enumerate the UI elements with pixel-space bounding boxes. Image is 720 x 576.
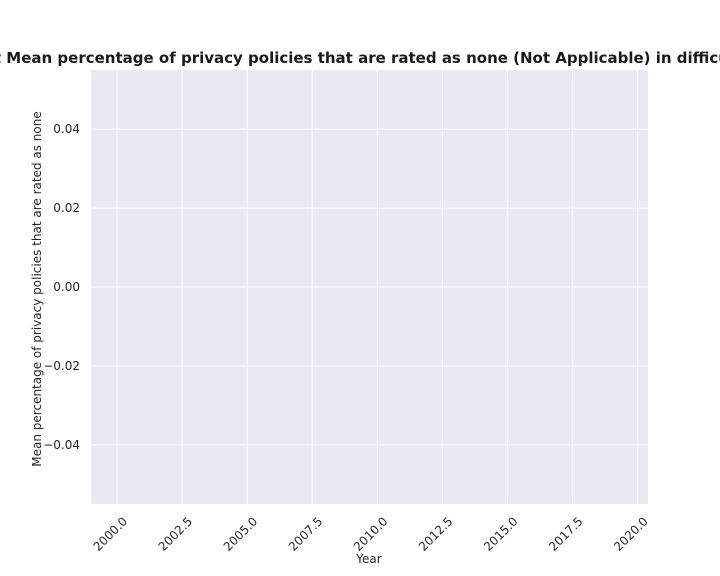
x-tick-label: 2017.5 <box>546 514 586 554</box>
y-axis-title: Mean percentage of privacy policies that… <box>30 111 44 466</box>
y-tick-label: 0.00 <box>53 280 80 294</box>
grid-lines <box>91 70 648 504</box>
chart-title: sport Mean percentage of privacy policie… <box>0 49 720 67</box>
y-tick-label: 0.02 <box>53 201 80 215</box>
x-tick-label: 2010.0 <box>351 514 391 554</box>
y-tick-label: −0.02 <box>43 359 80 373</box>
x-tick-label: 2012.5 <box>416 514 456 554</box>
y-tick-label: 0.04 <box>53 122 80 136</box>
y-axis-ticks: 0.04 0.02 0.00 −0.02 −0.04 <box>43 122 80 452</box>
x-axis-ticks: 2000.0 2002.5 2005.0 2007.5 2010.0 2012.5 2015… <box>91 514 651 554</box>
x-tick-label: 2020.0 <box>611 514 651 554</box>
x-axis-title: Year <box>355 552 381 566</box>
x-tick-label: 2007.5 <box>286 514 326 554</box>
y-tick-label: −0.04 <box>43 438 80 452</box>
x-tick-label: 2000.0 <box>91 514 131 554</box>
x-tick-label: 2015.0 <box>481 514 521 554</box>
x-tick-label: 2002.5 <box>156 514 196 554</box>
x-tick-label: 2005.0 <box>221 514 261 554</box>
